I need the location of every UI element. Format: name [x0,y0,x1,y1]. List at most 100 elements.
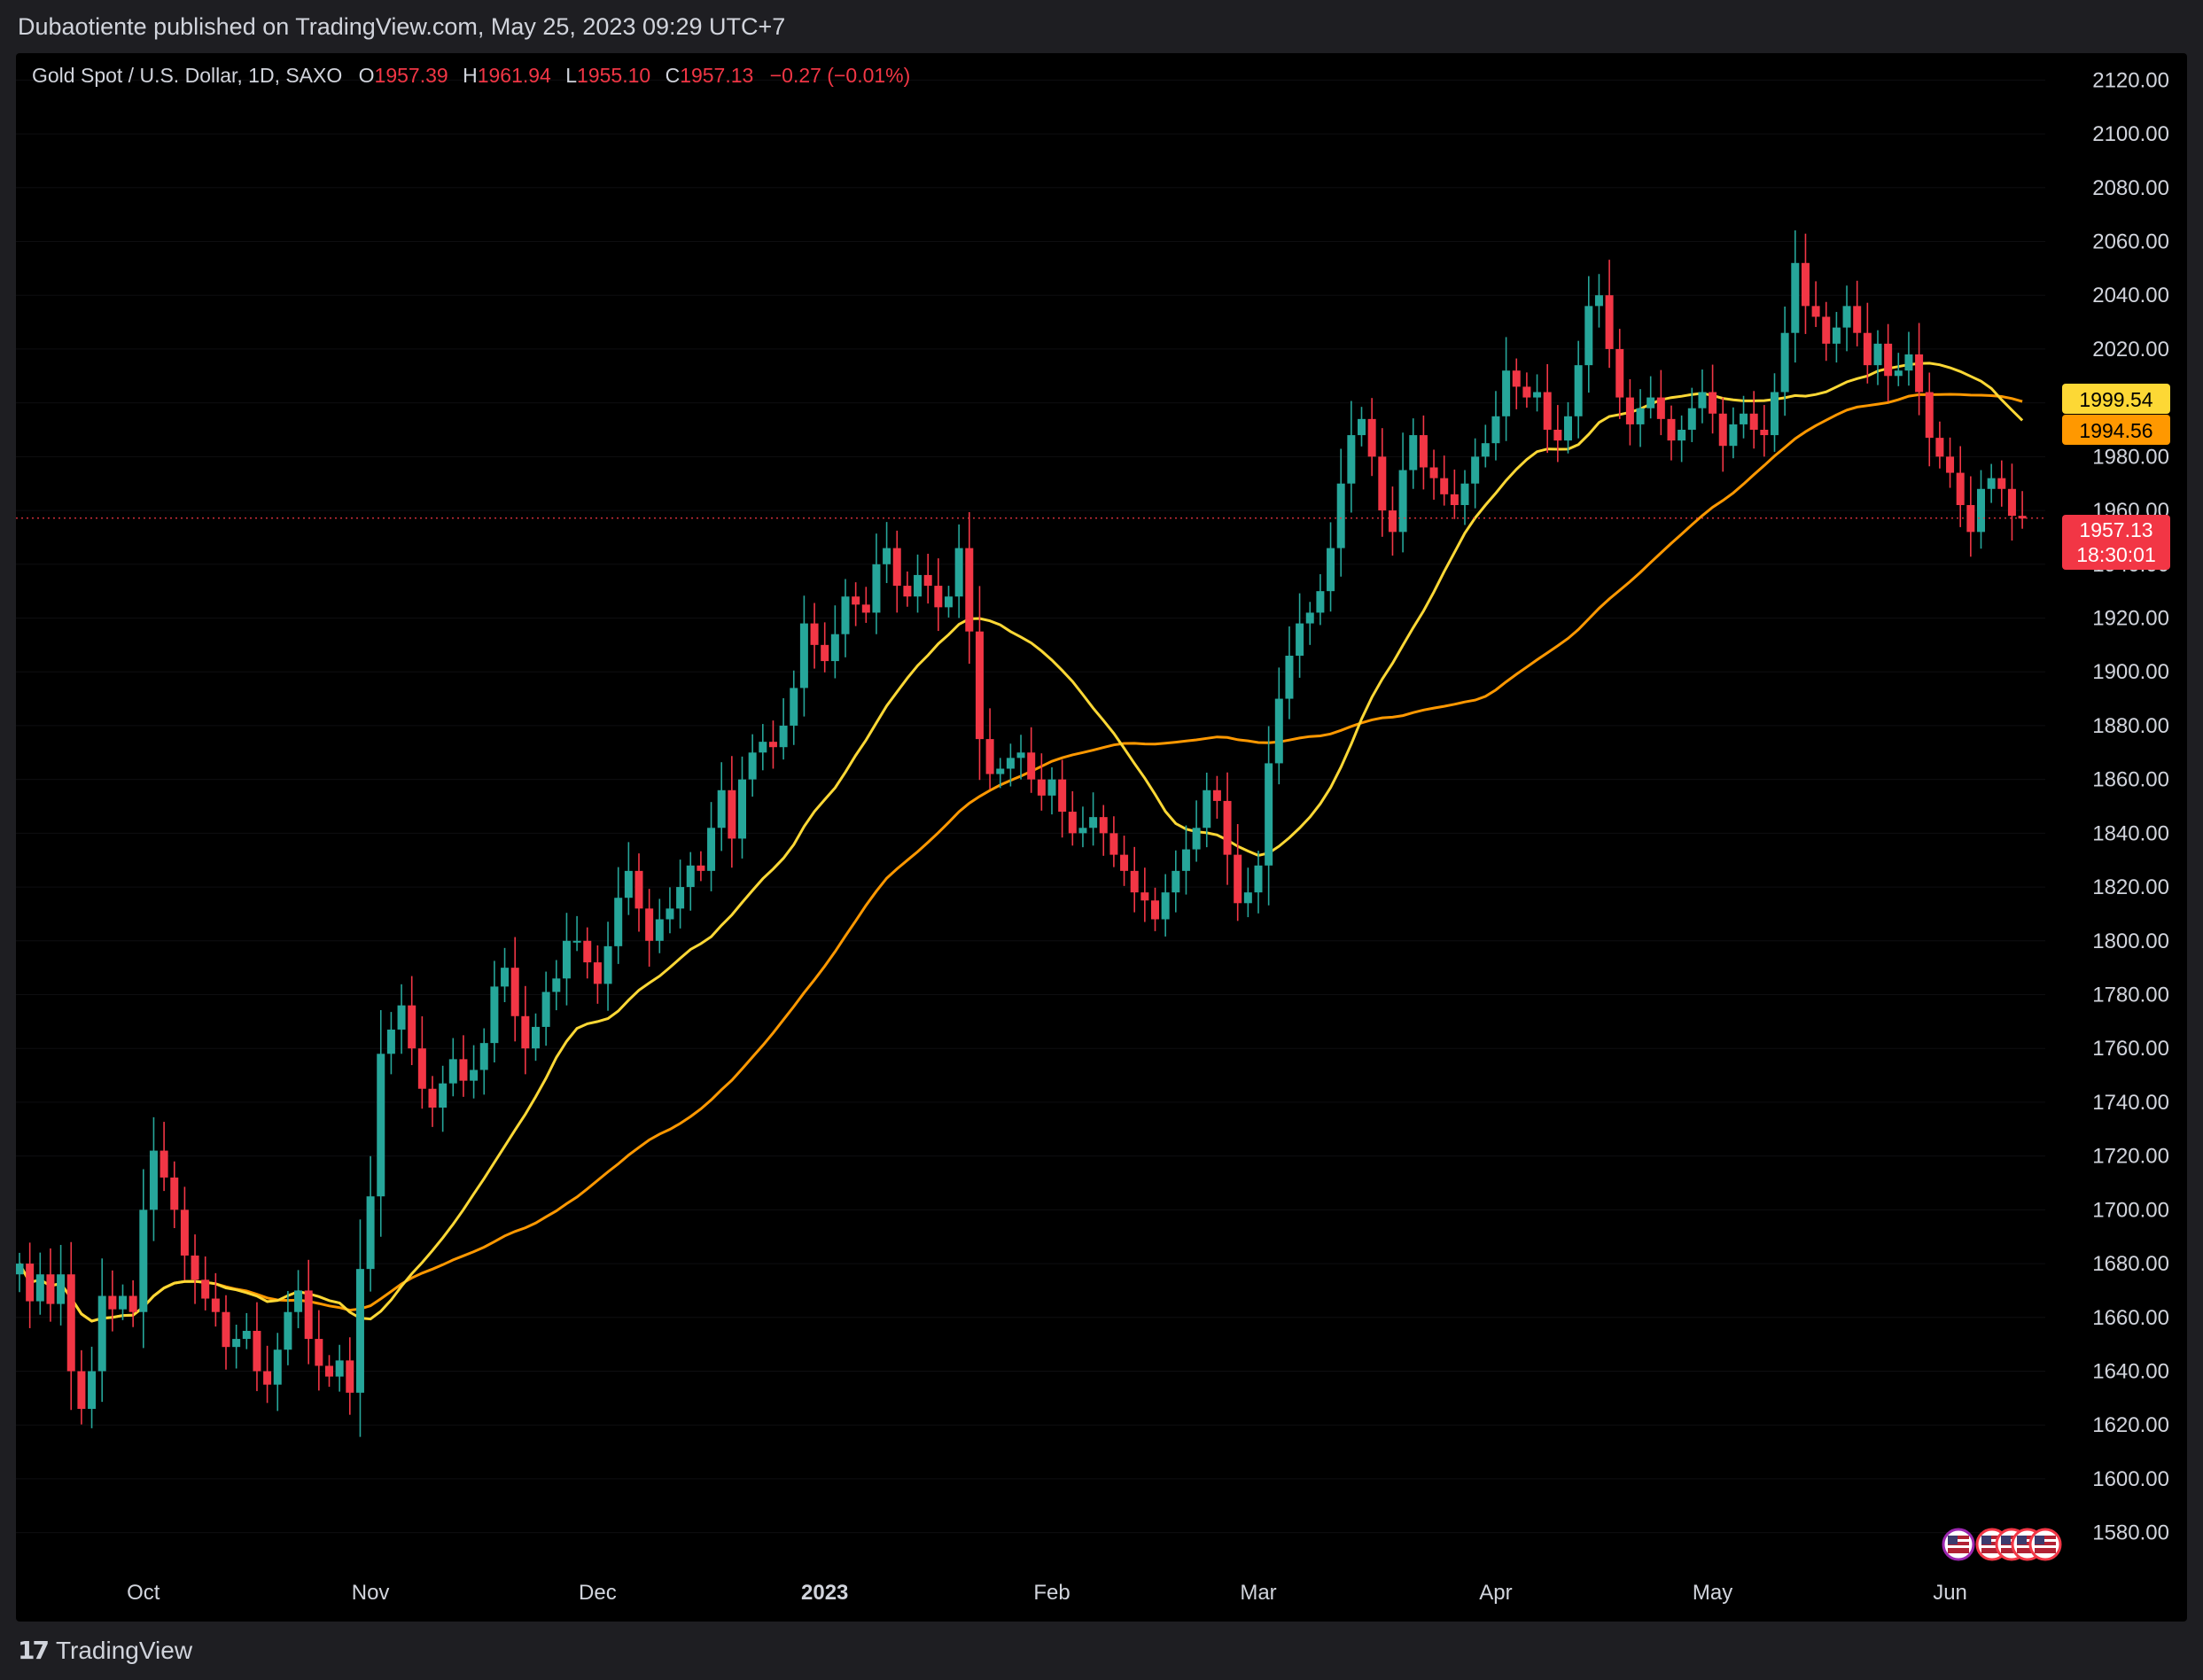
candle [1234,824,1242,922]
price-tick-label: 1760.00 [2092,1037,2169,1061]
candle [1130,846,1139,913]
candle [934,558,943,632]
price-tick-label: 1780.00 [2092,984,2169,1007]
candle [428,1076,437,1127]
candle [16,1252,24,1293]
ma-fast-price-tag: 1999.54 [2062,384,2170,414]
candle [1016,735,1025,780]
candle [377,1009,385,1237]
candle [717,762,726,852]
legend-close-label: C [666,64,681,87]
candle [1605,260,1614,369]
price-chart-svg[interactable]: 2120.00 2100.00 2080.00 2060.00 2040.00 2020.… [16,53,2187,1622]
candle [1305,602,1314,645]
time-axis[interactable]: Oct Nov Dec 2023 Feb Mar Apr May Jun [127,1581,1967,1605]
candle [1584,276,1593,393]
candle [160,1122,168,1192]
candle [1966,476,1975,557]
candle [572,915,581,952]
tradingview-brand[interactable]: 17 TradingView [18,1636,192,1665]
candle [1956,446,1965,527]
candle [108,1270,117,1332]
legend-change: −0.27 (−0.01%) [770,64,911,87]
candle [201,1256,210,1311]
candle [1068,791,1077,846]
candle [222,1295,230,1370]
time-tick-label: Feb [1033,1581,1070,1605]
candle [676,859,685,929]
candle [707,802,716,891]
candle [26,1242,35,1328]
legend-high: 1961.94 [478,64,551,87]
grid-layer [16,79,2045,1534]
time-tick-label: Apr [1479,1581,1512,1605]
countdown-text: 18:30:01 [2076,543,2156,566]
price-tick-label: 1640.00 [2092,1360,2169,1384]
candle [1543,363,1552,454]
candle [883,522,891,584]
chart-pane[interactable]: 2120.00 2100.00 2080.00 2060.00 2040.00 2020.… [16,53,2187,1622]
candle [1037,753,1046,811]
candle [439,1065,448,1132]
candle [88,1346,97,1428]
price-tick-label: 1680.00 [2092,1252,2169,1276]
candle [799,595,808,717]
time-tick-label: Dec [579,1581,617,1605]
candle [470,1045,479,1099]
candle [1678,415,1686,463]
candle [1925,372,1934,467]
candles-layer [16,230,2027,1437]
candle [821,622,829,673]
candle [1481,424,1490,468]
candle [541,971,550,1046]
price-axis[interactable]: 2120.00 2100.00 2080.00 2060.00 2040.00 2020.… [2092,68,2169,1544]
candle [2007,463,2016,541]
candle [779,697,788,760]
price-tick-label: 1980.00 [2092,445,2169,469]
candle [1192,800,1201,862]
candle [232,1324,241,1369]
candle [510,937,519,1042]
candle [46,1248,55,1322]
candle [1388,486,1397,556]
us-flag-icon[interactable] [1942,1528,1975,1561]
candle [284,1291,292,1365]
candle [1946,437,1955,488]
candle [1533,374,1542,412]
candle [97,1258,106,1403]
moving-average-layer [18,362,2024,1323]
candle [1285,626,1294,719]
candle [1109,816,1118,867]
candle [1409,418,1418,489]
candle [1646,376,1655,419]
time-tick-label: 2023 [801,1581,848,1605]
candle [841,579,850,657]
ma-slow-price-tag: 1994.56 [2062,415,2170,445]
candle [408,976,416,1066]
time-tick-label: Mar [1240,1581,1276,1605]
price-tick-label: 1840.00 [2092,821,2169,845]
legend: Gold Spot / U.S. Dollar, 1D, SAXO O1957.… [32,64,910,87]
candle [119,1284,127,1320]
candle [1089,792,1098,846]
candle [2018,491,2027,529]
us-flag-event-icons[interactable] [1942,1528,2062,1561]
candle [1718,397,1727,472]
candle [1853,280,1862,346]
candle [1460,470,1469,525]
candle [1027,727,1036,793]
candle [759,724,767,771]
candle [965,512,974,665]
price-tick-label: 1860.00 [2092,768,2169,792]
candle [366,1155,375,1292]
candle [1709,364,1717,434]
candle [697,851,705,882]
candle [1522,372,1531,408]
candle [1822,301,1831,362]
candle [728,756,736,868]
price-tick-label: 2100.00 [2092,122,2169,146]
us-flag-icon[interactable] [2028,1528,2062,1561]
candle [191,1234,199,1304]
candle [1265,726,1273,906]
candle [448,1038,457,1097]
